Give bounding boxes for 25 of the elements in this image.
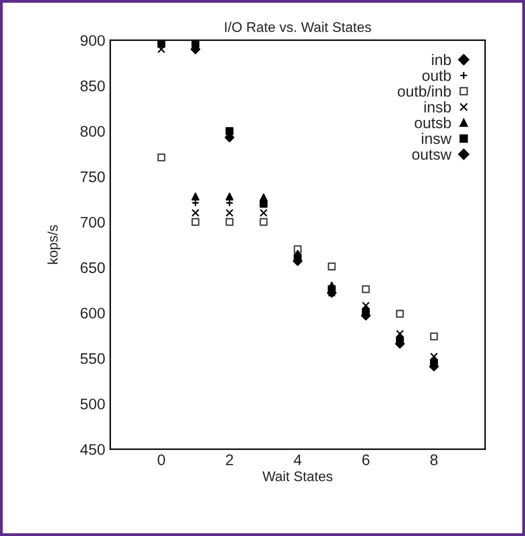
- legend-label: outsb: [414, 117, 451, 128]
- x-tick-label: 2: [226, 454, 233, 466]
- legend-label: insb: [424, 101, 451, 112]
- y-tick-label: 600: [80, 308, 105, 319]
- x-tick-label: 8: [430, 454, 438, 466]
- legend-label: outb: [422, 70, 451, 81]
- y-tick-label: 550: [80, 353, 105, 364]
- y-axis-title: kops/s: [48, 225, 60, 264]
- y-tick-label: 900: [80, 35, 105, 46]
- legend-label: insw: [422, 132, 452, 144]
- y-tick-label: 500: [80, 398, 105, 410]
- y-tick-label: 700: [80, 216, 105, 228]
- y-tick-label: 450: [80, 444, 105, 455]
- x-axis-title: Wait States: [262, 471, 332, 482]
- x-tick-label: 4: [294, 454, 302, 466]
- chart-title: I/O Rate vs. Wait States: [225, 22, 372, 32]
- x-tick-label: 0: [158, 454, 166, 466]
- legend-label: inb: [432, 54, 451, 66]
- y-tick-label: 650: [80, 262, 105, 274]
- legend-label: outsw: [412, 150, 452, 160]
- y-tick-label: 800: [80, 126, 105, 137]
- legend-label: outb/inb: [398, 85, 451, 97]
- y-tick-label: 850: [80, 80, 105, 92]
- x-tick-label: 6: [362, 454, 370, 466]
- y-tick-label: 750: [80, 171, 105, 182]
